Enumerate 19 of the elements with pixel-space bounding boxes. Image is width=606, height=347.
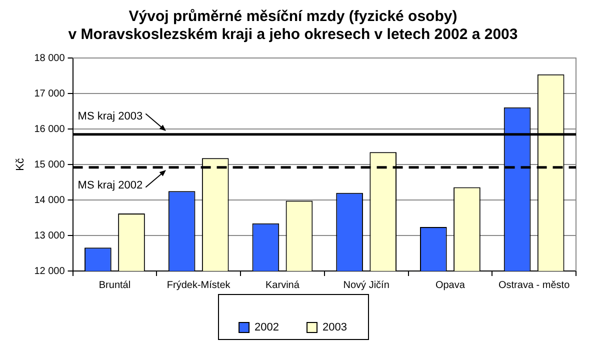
y-tick-label: 16 000 bbox=[34, 124, 66, 135]
y-tick-label: 14 000 bbox=[34, 194, 66, 206]
x-tick-label: Opava bbox=[435, 280, 466, 291]
y-tick-label: 18 000 bbox=[34, 52, 66, 64]
chart-title: Vývoj průměrné měsíční mzdy (fyzické osoby) v Moravskoslezském kraji a jeho okresech v letech 2002 a 2003 bbox=[68, 8, 518, 44]
x-tick-label: Ostrava - město bbox=[498, 280, 570, 291]
ref-line-label: MS kraj 2002 bbox=[78, 179, 143, 192]
y-tick-label: 12 000 bbox=[34, 266, 66, 277]
y-tick-label: 13 000 bbox=[34, 230, 66, 242]
y-tick-label: 15 000 bbox=[34, 159, 66, 170]
ref-line-label: MS kraj 2003 bbox=[78, 110, 143, 122]
legend-label: 2002 bbox=[254, 322, 280, 334]
y-tick-label: 17 000 bbox=[34, 88, 66, 100]
x-tick-label: Karviná bbox=[266, 280, 300, 291]
x-tick-label: Bruntál bbox=[98, 280, 131, 291]
y-axis-title: Kč bbox=[14, 158, 27, 171]
x-tick-label: Nový Jičín bbox=[343, 280, 390, 291]
legend-label: 2003 bbox=[322, 322, 347, 334]
x-tick-label: Frýdek-Místek bbox=[166, 280, 232, 291]
